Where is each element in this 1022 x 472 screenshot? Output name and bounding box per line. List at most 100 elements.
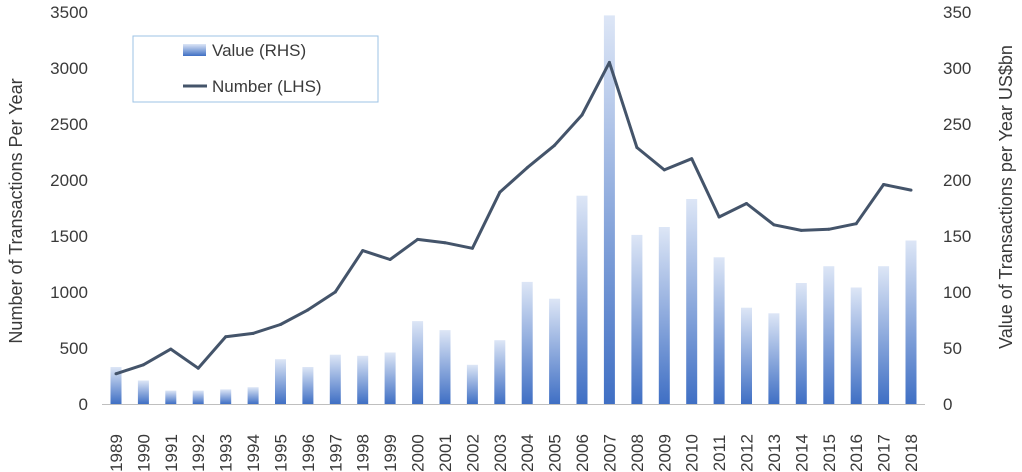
bar-2017 (878, 266, 890, 404)
line-point-2018 (909, 188, 913, 192)
left-tick-label: 2000 (50, 171, 88, 190)
left-tick-label: 500 (60, 339, 88, 358)
x-tick-label: 2009 (655, 434, 674, 472)
x-tick-label: 2016 (847, 434, 866, 472)
line-point-2016 (854, 222, 858, 226)
bar-series (110, 15, 917, 405)
bar-2002 (466, 364, 478, 404)
x-tick-label: 2007 (600, 434, 619, 472)
bar-2000 (412, 321, 424, 404)
line-series (114, 60, 913, 376)
x-tick-label: 2013 (765, 434, 784, 472)
bar-2008 (631, 234, 643, 404)
x-tick-label: 2002 (463, 434, 482, 472)
line-point-2004 (525, 166, 529, 170)
line-point-2003 (498, 190, 502, 194)
bar-1989 (110, 367, 122, 404)
x-tick-label: 2000 (409, 434, 428, 472)
line-point-2005 (553, 143, 557, 147)
bar-1996 (302, 367, 314, 404)
line-point-2014 (799, 228, 803, 232)
legend-box (132, 35, 379, 103)
line-point-1990 (141, 363, 145, 367)
left-tick-label: 1000 (50, 283, 88, 302)
bar-2007 (603, 15, 615, 405)
line-point-2000 (416, 237, 420, 241)
left-tick-label: 1500 (50, 227, 88, 246)
bar-2006 (576, 195, 588, 404)
line-point-2012 (745, 202, 748, 205)
legend-swatch-value (183, 44, 206, 56)
x-tick-label: 1991 (162, 434, 181, 472)
line-point-1989 (114, 372, 118, 376)
bar-2003 (494, 340, 506, 404)
line-point-1997 (333, 290, 337, 294)
x-tick-label: 2011 (710, 435, 729, 472)
bar-1993 (220, 389, 232, 404)
line-point-2009 (662, 168, 666, 172)
bar-2013 (768, 313, 780, 404)
line-point-2002 (470, 246, 474, 250)
bar-2005 (549, 298, 561, 404)
x-axis-ticks: 1989 1990 1991 1992 1993 1994 1995 1996 1997 1998… (107, 434, 921, 472)
x-tick-label: 1992 (189, 434, 208, 472)
bar-1995 (275, 359, 286, 404)
line-point-2006 (580, 113, 584, 117)
left-tick-label: 0 (79, 395, 88, 414)
left-tick-label: 3500 (50, 3, 88, 22)
x-tick-label: 1998 (354, 434, 373, 472)
x-tick-label: 1997 (326, 434, 345, 472)
line-point-1999 (388, 258, 392, 261)
bar-2018 (905, 240, 917, 404)
line-point-2010 (690, 157, 694, 161)
x-tick-label: 2012 (738, 434, 757, 472)
right-tick-label: 150 (943, 227, 971, 246)
bar-2010 (686, 199, 698, 404)
bar-2016 (850, 287, 862, 404)
bar-2012 (741, 307, 752, 404)
line-point-1991 (169, 347, 173, 351)
x-tick-label: 2001 (436, 434, 455, 472)
x-tick-label: 1994 (244, 434, 263, 472)
bar-2014 (795, 283, 807, 404)
x-tick-label: 2018 (902, 434, 921, 472)
line-point-1998 (361, 249, 365, 253)
x-tick-label: 2003 (491, 434, 510, 472)
left-axis-ticks: 0 500 1000 1500 2000 2500 3000 3500 (50, 3, 88, 414)
line-point-2017 (882, 183, 886, 186)
bar-2004 (521, 281, 533, 404)
x-tick-label: 2015 (820, 434, 839, 472)
x-tick-label: 1999 (381, 434, 400, 472)
line-point-2015 (827, 227, 831, 231)
line-point-1994 (251, 331, 255, 335)
right-tick-label: 200 (943, 171, 971, 190)
left-tick-label: 2500 (50, 115, 88, 134)
bar-2015 (823, 266, 835, 404)
left-tick-label: 3000 (50, 59, 88, 78)
line-point-1996 (306, 308, 310, 312)
bar-2011 (713, 257, 725, 404)
right-tick-label: 300 (943, 59, 971, 78)
line-point-2011 (717, 215, 721, 219)
bar-1999 (384, 352, 396, 404)
right-tick-label: 350 (943, 3, 971, 22)
bar-1998 (357, 355, 369, 404)
x-tick-label: 1989 (107, 434, 126, 472)
left-axis-title: Number of Transactions Per Year (6, 78, 26, 343)
line-point-2001 (443, 241, 447, 245)
bar-2009 (658, 227, 670, 404)
legend-label-value: Value (RHS) (212, 41, 306, 60)
line-point-1992 (196, 366, 200, 370)
bar-1992 (192, 390, 204, 404)
x-tick-label: 1990 (134, 434, 153, 472)
x-tick-label: 2010 (683, 434, 702, 472)
x-tick-label: 2014 (792, 434, 811, 472)
line-point-2013 (772, 223, 776, 227)
line-point-1995 (279, 323, 282, 326)
x-tick-label: 1996 (299, 434, 318, 472)
line-point-2007 (607, 60, 611, 64)
x-tick-label: 1993 (217, 434, 236, 472)
x-tick-label: 2017 (875, 434, 894, 472)
bar-1990 (137, 380, 149, 404)
bar-1997 (329, 354, 341, 404)
